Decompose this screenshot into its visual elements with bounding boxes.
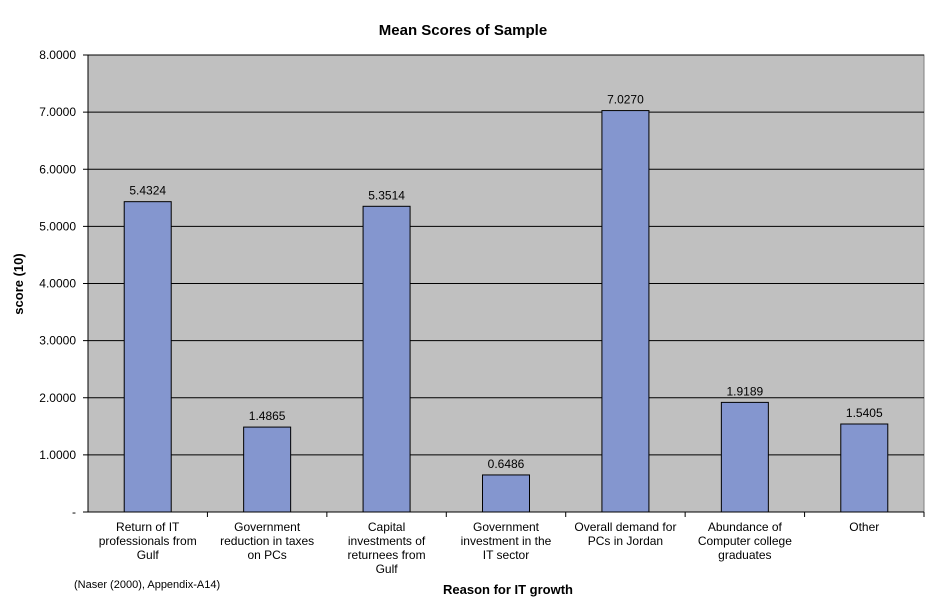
plot-area: - 1.0000 2.0000 3.0000 4.0000 5.0000 6.0000 7.0… <box>39 48 925 576</box>
x-tick-label: Overall demand for PCs in Jordan <box>574 520 676 548</box>
bar <box>362 205 411 513</box>
bar <box>243 426 292 513</box>
bar <box>482 474 530 513</box>
chart-title: Mean Scores of Sample <box>379 22 547 39</box>
x-tick-label: Government reduction in taxes on PCs <box>220 520 314 562</box>
x-tick-label: Government investment in the IT sector <box>461 520 552 562</box>
y-tick-label: 7.0000 <box>39 105 76 119</box>
data-label: 7.0270 <box>607 93 644 107</box>
bar <box>840 423 889 513</box>
y-tick-label: 5.0000 <box>39 219 76 233</box>
y-axis-title: score (10) <box>11 253 26 314</box>
x-axis-title: Reason for IT growth <box>443 582 573 597</box>
y-tick-label: 8.0000 <box>39 48 76 62</box>
y-tick-label: 3.0000 <box>39 334 76 348</box>
source-note: (Naser (2000), Appendix-A14) <box>74 579 220 591</box>
data-label: 5.4324 <box>129 184 166 198</box>
data-label: 1.4865 <box>249 409 286 423</box>
y-tick-label: 1.0000 <box>39 448 76 462</box>
x-tick-label: Other <box>849 520 879 534</box>
data-label: 5.3514 <box>368 188 405 202</box>
data-label: 1.9189 <box>727 384 764 398</box>
bar <box>601 110 650 513</box>
x-tick-label: Capital investments of returnees from Gulf <box>348 520 426 576</box>
bar <box>123 201 172 513</box>
data-label: 0.6486 <box>488 457 525 471</box>
data-label: 1.5405 <box>846 406 883 420</box>
y-tick-label: 4.0000 <box>39 277 76 291</box>
x-tick-label: Return of IT professionals from Gulf <box>99 520 197 562</box>
y-tick-label: 6.0000 <box>39 162 76 176</box>
y-tick-label: - <box>72 505 76 519</box>
bar <box>720 401 769 513</box>
y-tick-label: 2.0000 <box>39 391 76 405</box>
x-tick-label: Abundance of Computer college graduates <box>698 520 792 562</box>
